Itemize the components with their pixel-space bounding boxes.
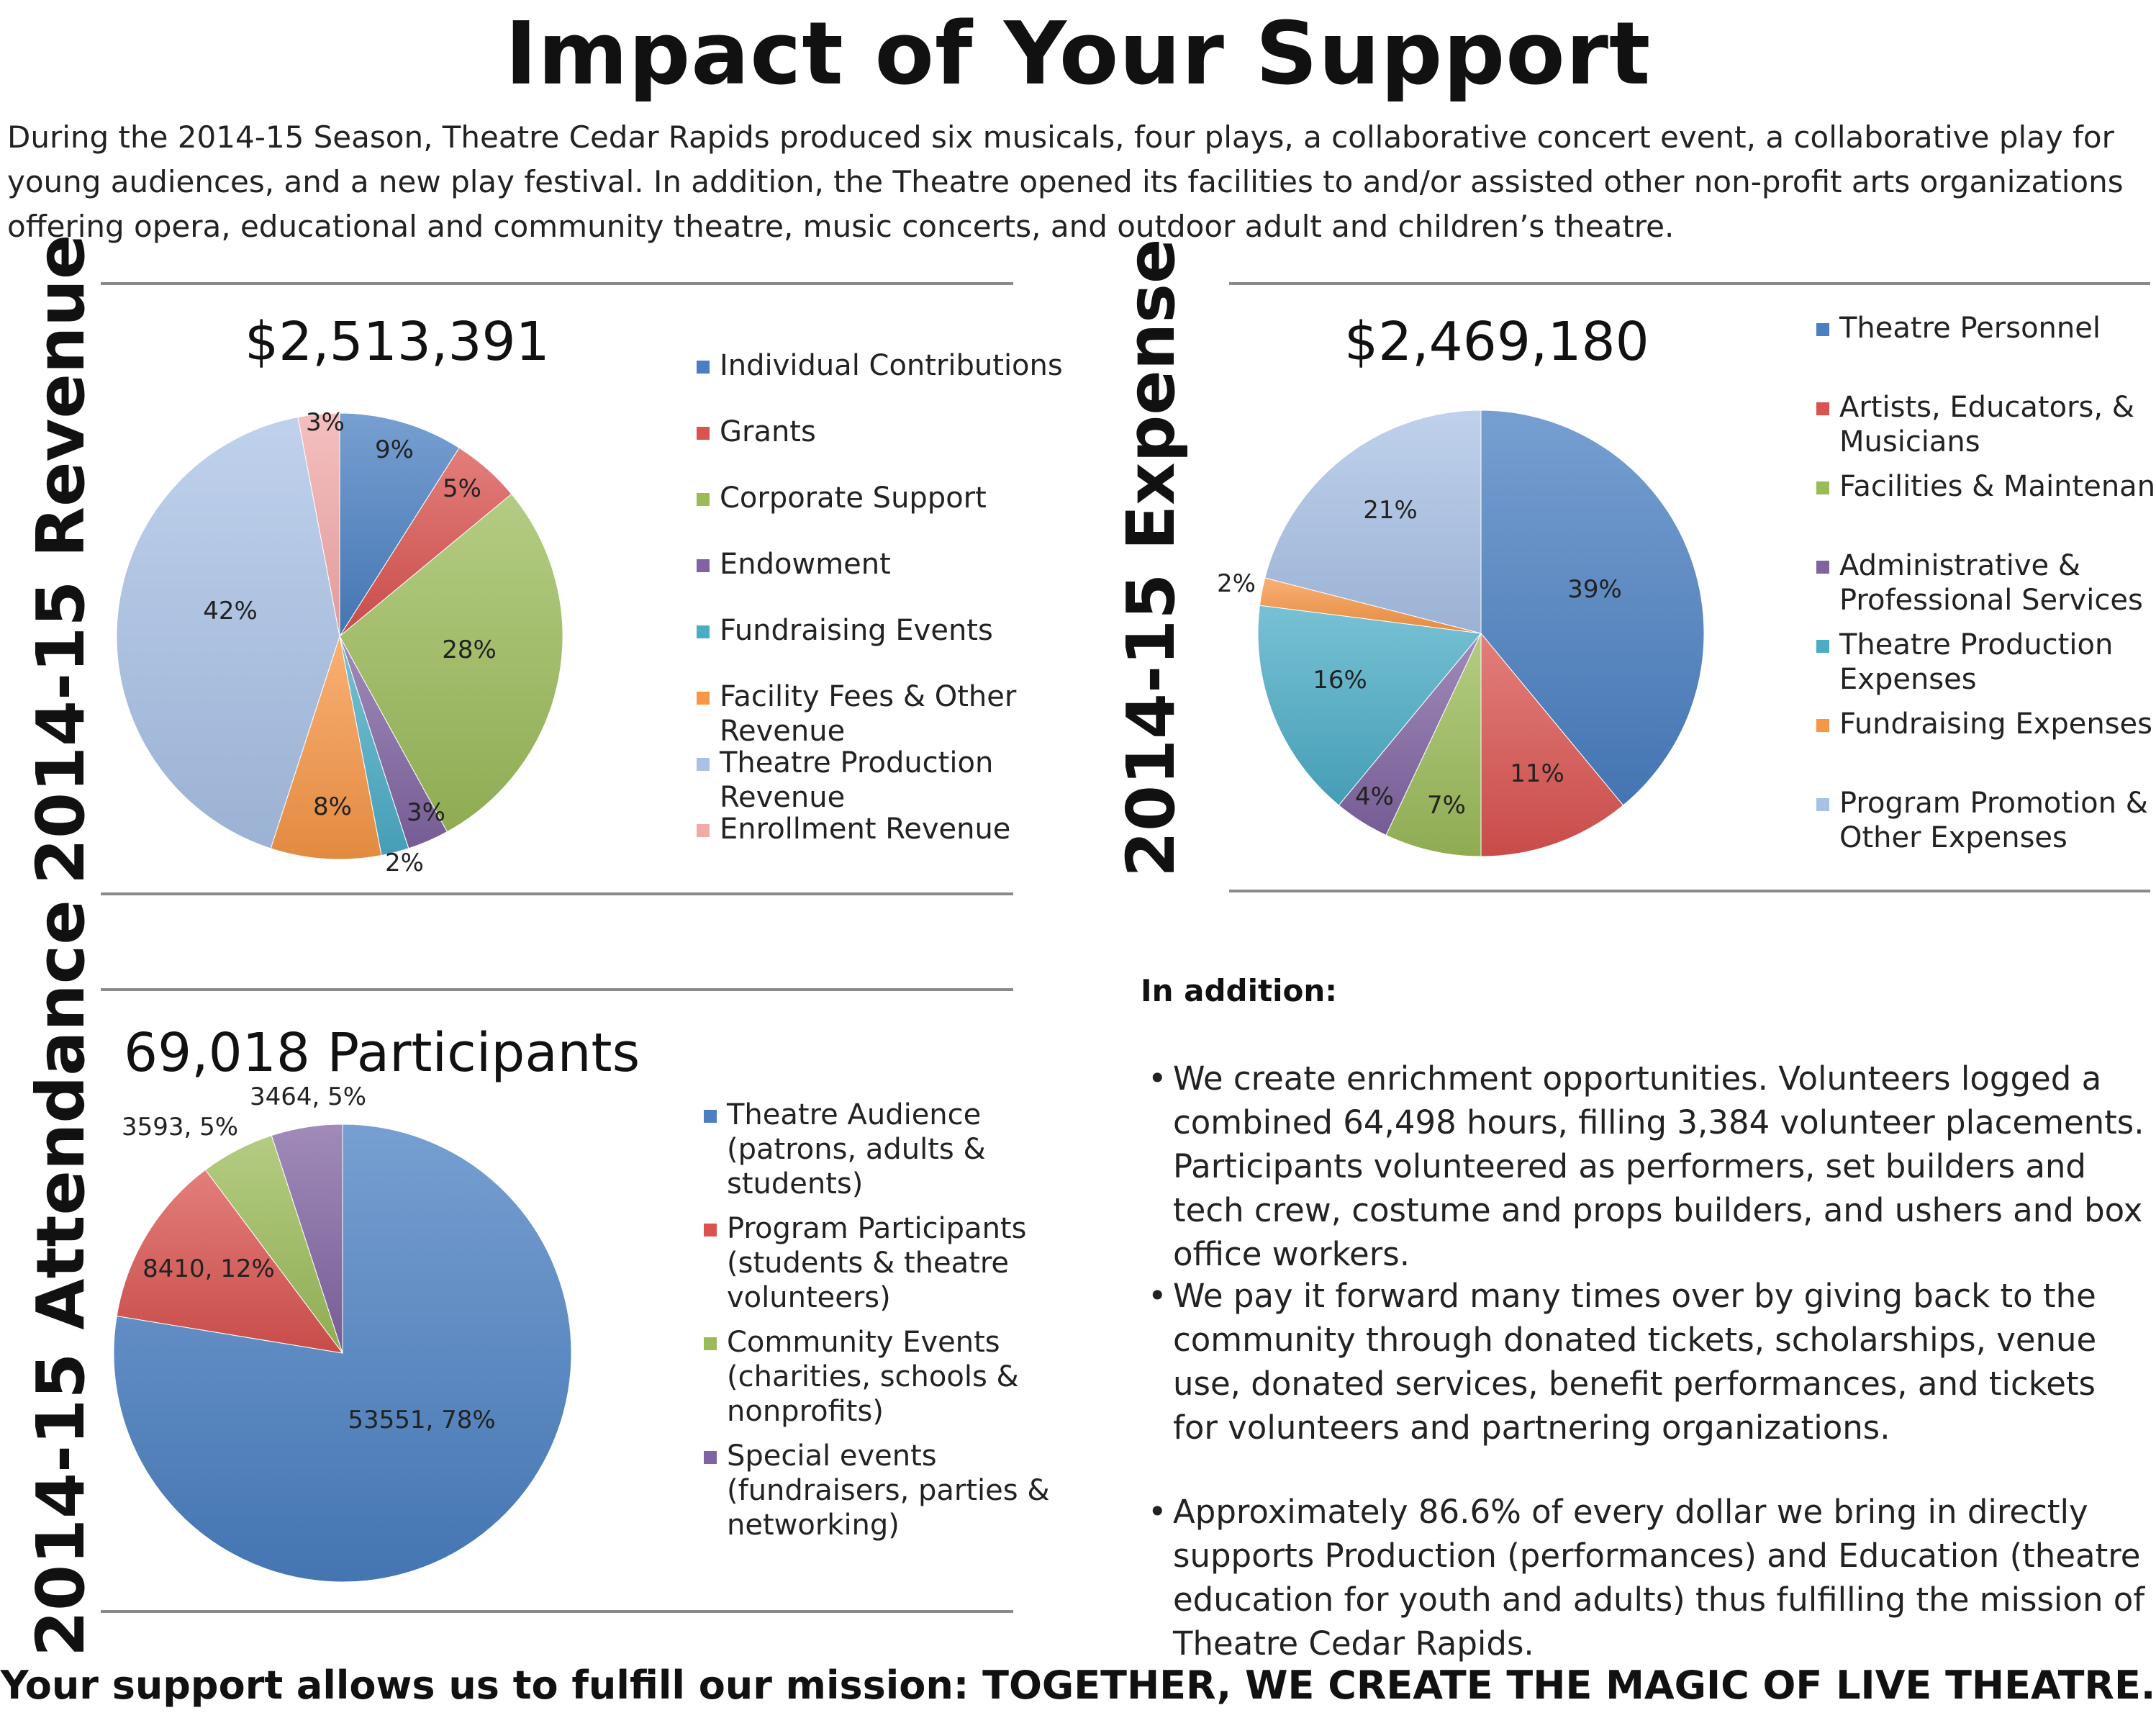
legend-swatch	[697, 625, 710, 638]
pie-slice	[1480, 632, 1624, 857]
legend-label: Administrative & Professional Services	[1839, 549, 2143, 617]
pie-slice	[116, 1169, 344, 1354]
bullet-marker: •	[1148, 1277, 1167, 1315]
pie-slice	[1257, 605, 1482, 806]
legend-label: Fundraising Events	[720, 614, 993, 647]
expense-legend: Theatre Personnel Artists, Educators, & Mu…	[1816, 311, 2156, 858]
expense-bottom-rule	[1229, 890, 2150, 892]
expense-total: $2,469,180	[1344, 311, 1649, 373]
addition-bullet-1: • We create enrichment opportunities. Vo…	[1148, 1057, 2148, 1273]
pie-slice	[339, 493, 563, 833]
attendance-top-rule	[101, 988, 1013, 991]
legend-label: Program Promotion & Other Expenses	[1839, 787, 2148, 854]
legend-label: Artists, Educators, & Musicians	[1839, 391, 2134, 458]
legend-swatch	[1816, 719, 1829, 732]
legend-swatch	[1816, 561, 1829, 574]
legend-label: Corporate Support	[720, 482, 987, 515]
pie-slice	[1385, 633, 1482, 857]
legend-swatch	[1816, 798, 1829, 811]
revenue-legend: Individual Contributions Grants Corporate …	[697, 348, 1063, 852]
legend-swatch	[704, 1110, 717, 1123]
slice-data-label: 16%	[1313, 666, 1367, 695]
legend-swatch	[1816, 482, 1829, 494]
legend-label: Community Events (charities, schools & non…	[727, 1326, 1019, 1428]
addition-bullet-3: • Approximately 86.6% of every dollar we…	[1148, 1490, 2148, 1663]
pie-slice	[116, 416, 340, 849]
page-title: Impact of Your Support	[504, 4, 1652, 104]
legend-swatch	[697, 493, 710, 506]
legend-swatch	[704, 1224, 717, 1236]
slice-data-label: 3464, 5%	[250, 1082, 366, 1111]
legend-label: Facilities & Maintenance	[1839, 470, 2156, 503]
legend-swatch	[697, 427, 710, 440]
legend-label: Special events (fundraisers, parties & net…	[727, 1439, 1050, 1542]
slice-data-label: 3593, 5%	[122, 1113, 238, 1141]
slice-data-label: 39%	[1567, 575, 1622, 604]
pie-slice	[1264, 410, 1482, 634]
legend-label: Theatre Personnel	[1839, 312, 2101, 345]
revenue-total: $2,513,391	[245, 311, 550, 373]
slice-data-label: 2%	[1217, 569, 1256, 598]
slice-data-label: 8%	[313, 792, 352, 821]
legend-swatch	[704, 1337, 717, 1350]
slice-data-label: 3%	[306, 408, 345, 437]
bullet-text: We pay it forward many times over by giv…	[1173, 1277, 2097, 1447]
legend-label: Individual Contributions	[720, 349, 1063, 382]
bullet-text: Approximately 86.6% of every dollar we b…	[1173, 1493, 2145, 1663]
slice-data-label: 28%	[442, 636, 497, 664]
legend-swatch	[697, 692, 710, 705]
addition-bullet-2: • We pay it forward many times over by g…	[1148, 1274, 2148, 1454]
slice-data-label: 9%	[375, 435, 414, 464]
legend-label: Theatre Production Expenses	[1839, 628, 2114, 696]
legend-swatch	[697, 758, 710, 771]
bullet-marker: •	[1148, 1059, 1167, 1098]
attendance-total: 69,018 Participants	[124, 1022, 640, 1084]
pie-slice	[297, 412, 340, 637]
revenue-bottom-rule	[101, 892, 1013, 895]
attendance-bottom-rule	[101, 1610, 1013, 1613]
bullet-marker: •	[1148, 1493, 1167, 1531]
slice-data-label: 4%	[1355, 782, 1394, 811]
legend-swatch	[1816, 323, 1829, 336]
legend-swatch	[697, 559, 710, 572]
slice-data-label: 7%	[1427, 791, 1466, 820]
legend-label: Grants	[720, 415, 816, 448]
legend-label: Facility Fees & Other Revenue	[720, 680, 1017, 748]
legend-label: Theatre Audience (patrons, adults & studen…	[727, 1098, 986, 1201]
legend-label: Program Participants (students & theatre v…	[727, 1212, 1027, 1314]
intro-paragraph: During the 2014-15 Season, Theatre Cedar…	[7, 119, 2124, 244]
legend-swatch	[1816, 640, 1829, 653]
bullet-text: We create enrichment opportunities. Volu…	[1173, 1059, 2144, 1273]
legend-label: Theatre Production Revenue	[720, 746, 994, 814]
legend-swatch	[697, 361, 710, 374]
slice-data-label: 8410, 12%	[142, 1254, 275, 1283]
slice-data-label: 53551, 78%	[348, 1406, 495, 1434]
revenue-top-rule	[101, 282, 1013, 285]
slice-data-label: 2%	[385, 849, 424, 877]
footer-tagline: Your support allows us to fulfill our mi…	[0, 1663, 2156, 1708]
legend-swatch	[1816, 402, 1829, 415]
legend-label: Enrollment Revenue	[720, 813, 1011, 846]
attendance-legend: Theatre Audience (patrons, adults & studen…	[704, 1098, 1050, 1544]
addition-heading: In addition:	[1141, 973, 1338, 1008]
legend-swatch	[704, 1451, 717, 1464]
pie-slice	[271, 1124, 343, 1354]
slice-data-label: 11%	[1510, 759, 1564, 788]
expense-top-rule	[1229, 282, 2150, 285]
slice-data-label: 21%	[1363, 496, 1418, 525]
pie-slice	[270, 636, 382, 860]
pie-slice	[339, 412, 460, 638]
legend-swatch	[697, 824, 710, 837]
legend-label: Fundraising Expenses	[1839, 707, 2152, 741]
slice-data-label: 3%	[407, 798, 445, 827]
pie-slice	[1480, 410, 1705, 806]
slice-data-label: 5%	[443, 474, 481, 503]
legend-label: Endowment	[720, 548, 891, 581]
slice-data-label: 42%	[203, 597, 258, 625]
